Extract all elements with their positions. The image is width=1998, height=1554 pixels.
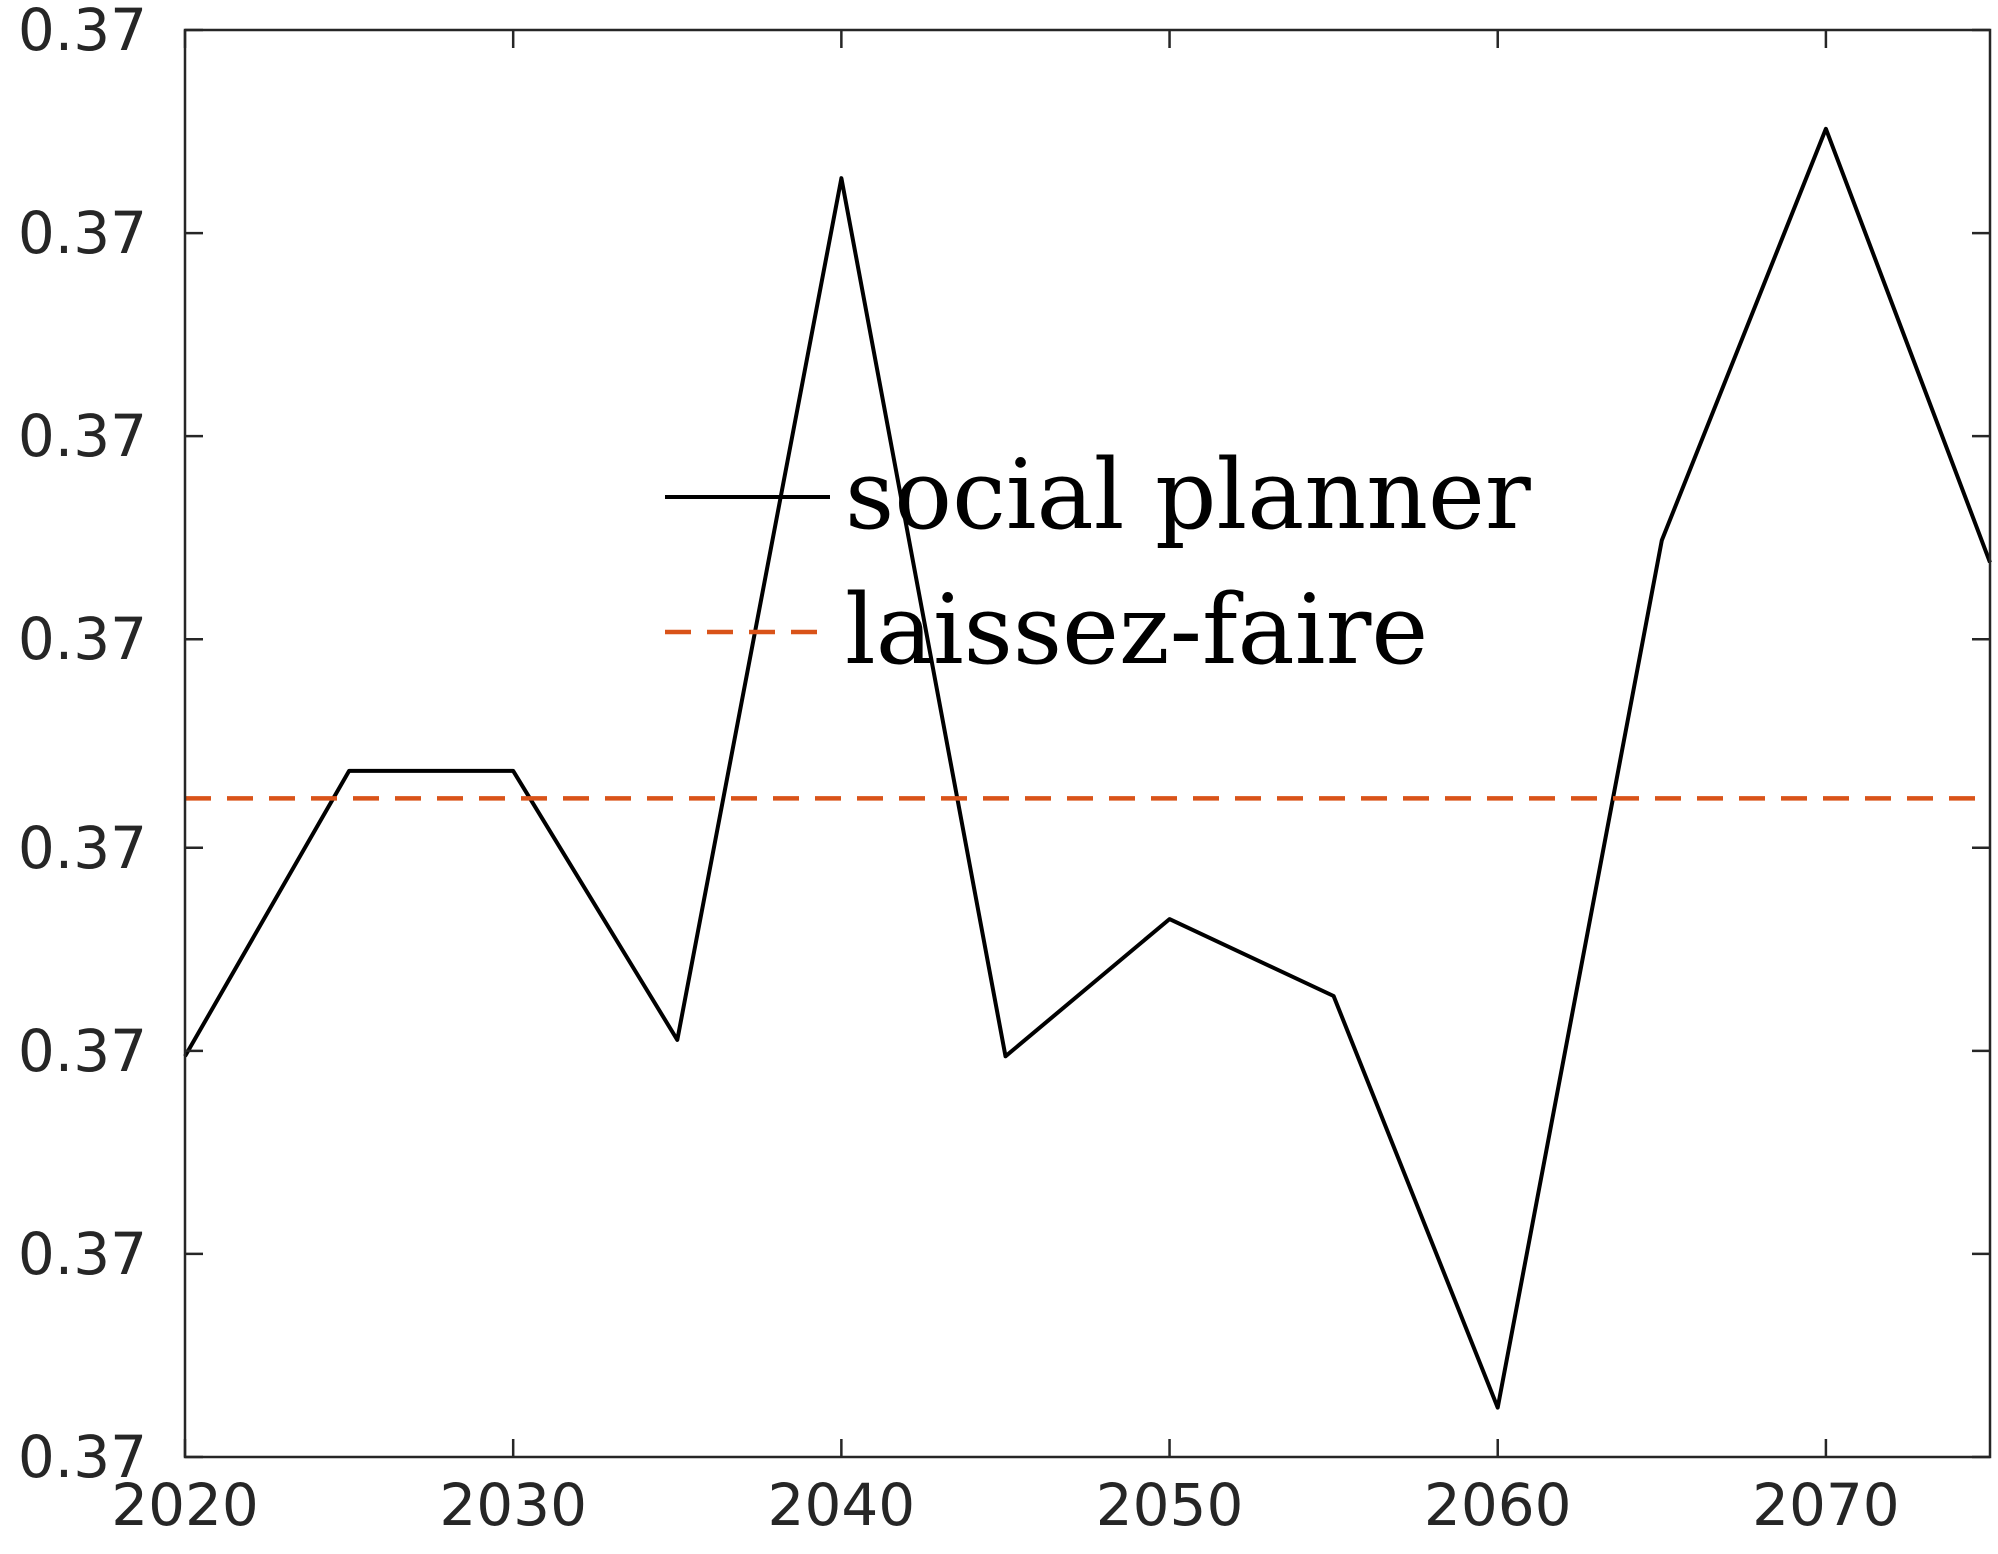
x-tick-label: 2070	[1752, 1471, 1900, 1539]
x-tick-label: 2030	[439, 1471, 587, 1539]
x-tick-label: 2060	[1424, 1471, 1572, 1539]
plot-area	[185, 30, 1990, 1457]
y-tick-label: 0.37	[18, 199, 147, 267]
y-tick-label: 0.37	[18, 814, 147, 882]
y-tick-label: 0.37	[18, 1017, 147, 1085]
x-tick-label: 2050	[1096, 1471, 1244, 1539]
y-tick-label: 0.37	[18, 605, 147, 673]
x-tick-label: 2020	[111, 1471, 259, 1539]
series-line-social-planner	[183, 126, 1992, 1410]
y-tick-label: 0.37	[18, 1220, 147, 1288]
series-layer	[183, 126, 1992, 1410]
legend-label-laissez-faire: laissez-faire	[845, 574, 1428, 686]
y-tick-label: 0.37	[18, 402, 147, 470]
x-tick-label: 2040	[768, 1471, 916, 1539]
y-tick-label: 0.37	[18, 1423, 147, 1491]
y-tick-label: 0.37	[18, 0, 147, 64]
legend-label-social-planner: social planner	[845, 439, 1531, 551]
axes-layer: 2020 2030 2040 2050 2060 2070 0.37 0.37 0.37 0.37…	[18, 0, 1992, 1539]
plot-background	[185, 30, 1990, 1457]
axes-box	[183, 28, 1992, 1459]
legend: social planner laissez-faire	[665, 439, 1531, 686]
